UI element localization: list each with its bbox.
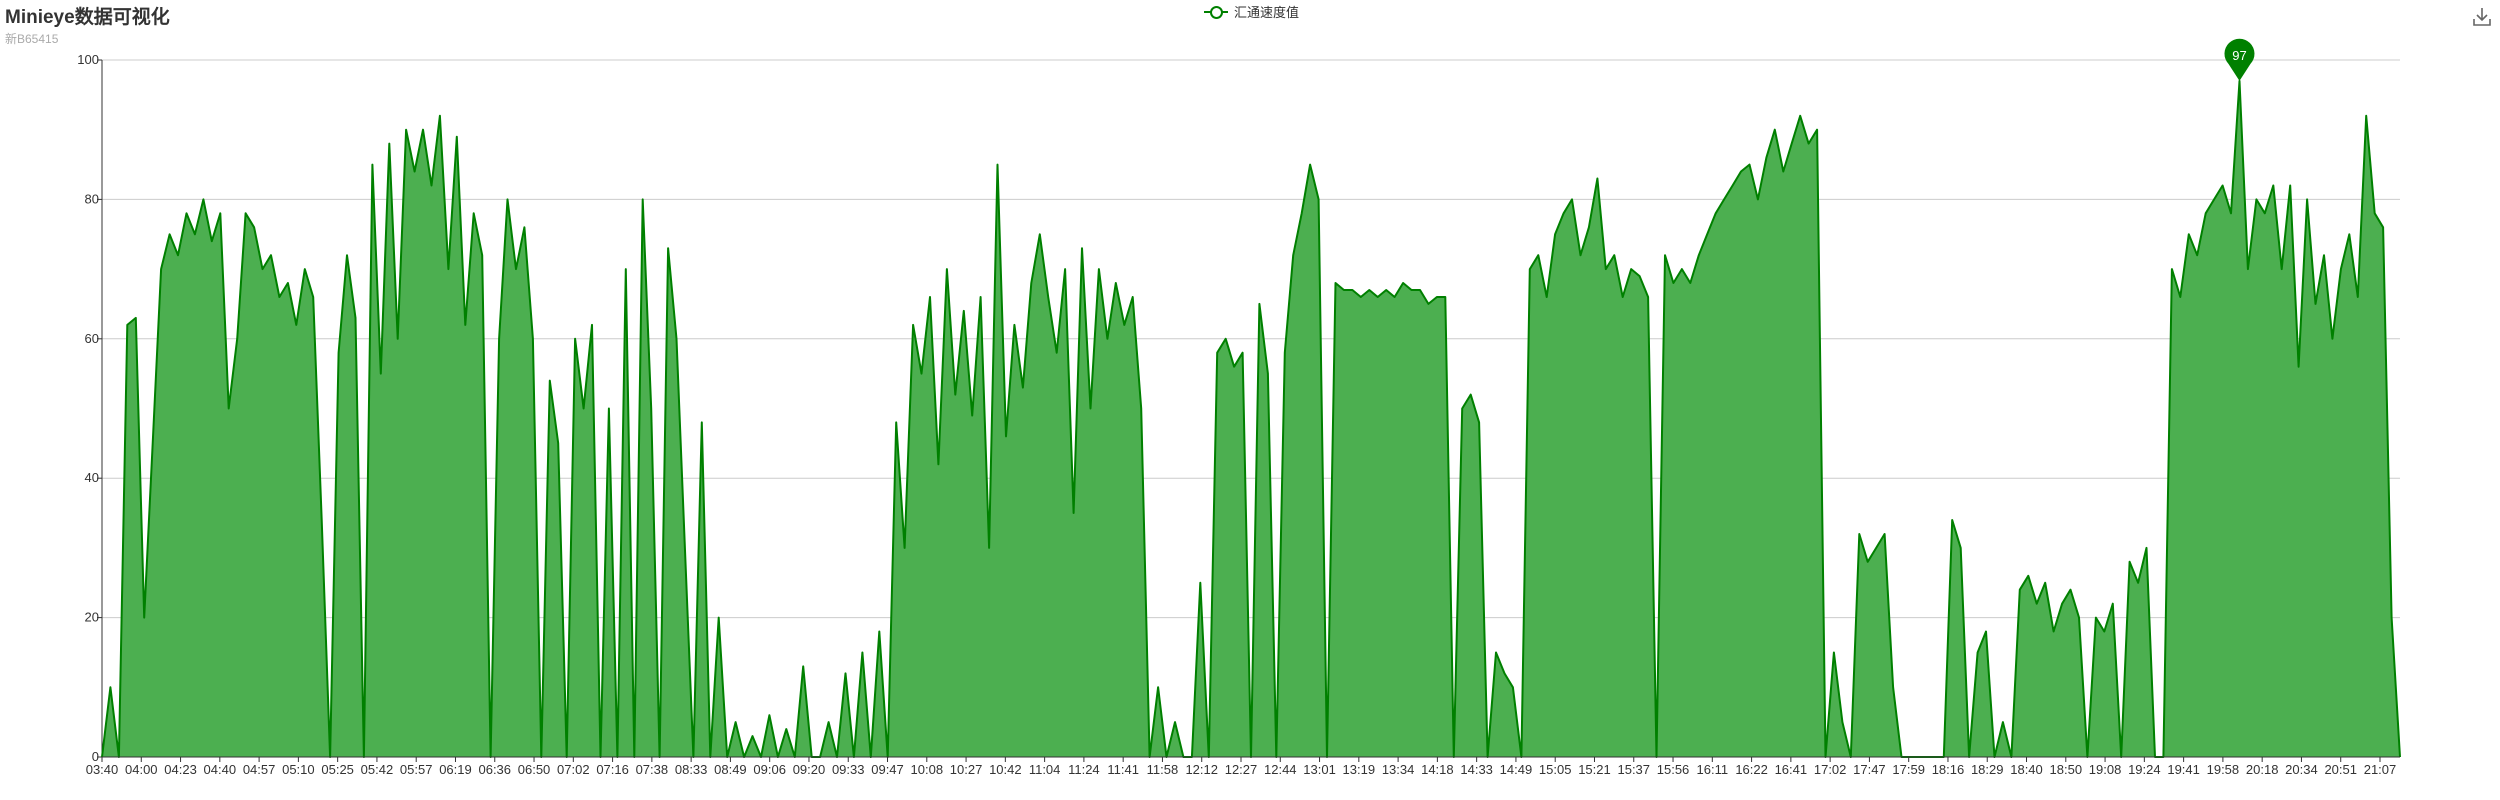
x-tick-label: 11:04	[1029, 762, 1061, 777]
y-tick-label: 40	[85, 470, 99, 485]
legend-line-circle-icon	[1204, 5, 1228, 19]
x-tick-label: 19:08	[2089, 762, 2122, 777]
x-tick-label: 18:50	[2050, 762, 2083, 777]
x-tick-label: 13:34	[1382, 762, 1415, 777]
x-tick-label: 07:02	[557, 762, 590, 777]
x-tick-label: 03:40	[86, 762, 119, 777]
x-tick-label: 12:12	[1185, 762, 1218, 777]
x-tick-label: 15:56	[1657, 762, 1690, 777]
max-marker-label: 97	[2232, 48, 2246, 63]
y-tick-label: 20	[85, 610, 99, 625]
x-tick-label: 16:22	[1735, 762, 1768, 777]
x-tick-label: 17:59	[1892, 762, 1925, 777]
x-tick-label: 11:24	[1068, 762, 1100, 777]
y-axis: 0 20 40 60 80 100	[77, 52, 103, 764]
x-tick-label: 15:05	[1539, 762, 1572, 777]
x-tick-label: 09:06	[753, 762, 786, 777]
x-tick-label: 06:50	[518, 762, 551, 777]
x-tick-label: 12:44	[1264, 762, 1297, 777]
x-tick-label: 20:51	[2324, 762, 2357, 777]
x-tick-label: 05:57	[400, 762, 433, 777]
y-tick-label: 100	[77, 52, 99, 67]
download-icon[interactable]	[2472, 6, 2492, 28]
x-tick-label: 07:38	[636, 762, 669, 777]
x-tick-label: 11:41	[1107, 762, 1139, 777]
x-tick-label: 18:16	[1932, 762, 1965, 777]
x-tick-label: 21:07	[2364, 762, 2397, 777]
x-tick-label: 13:19	[1343, 762, 1376, 777]
x-tick-label: 14:18	[1421, 762, 1454, 777]
x-tick-label: 12:27	[1225, 762, 1258, 777]
x-tick-label: 15:37	[1617, 762, 1650, 777]
x-tick-label: 10:42	[989, 762, 1022, 777]
max-marker-shape	[2224, 38, 2255, 81]
max-marker-pin[interactable]: 97	[2224, 38, 2255, 81]
x-tick-label: 04:23	[164, 762, 197, 777]
x-tick-label: 05:42	[361, 762, 394, 777]
x-tick-label: 15:21	[1578, 762, 1611, 777]
x-tick-label: 04:57	[243, 762, 276, 777]
x-tick-label: 16:41	[1775, 762, 1808, 777]
x-tick-label: 06:36	[478, 762, 511, 777]
max-marker-layer: 97	[2224, 38, 2255, 81]
x-tick-label: 19:41	[2167, 762, 2200, 777]
series-area	[102, 80, 2400, 757]
x-tick-label: 07:16	[596, 762, 629, 777]
x-tick-label: 10:27	[950, 762, 983, 777]
x-tick-label: 11:58	[1147, 762, 1179, 777]
x-axis: 03:40 04:00 04:23 04:40 04:57 05:10 05:25 05:42…	[86, 756, 2400, 777]
y-tick-label: 0	[92, 749, 99, 764]
x-tick-label: 18:40	[2010, 762, 2043, 777]
x-tick-label: 05:25	[321, 762, 354, 777]
x-tick-label: 17:02	[1814, 762, 1847, 777]
x-tick-label: 13:01	[1303, 762, 1336, 777]
x-tick-label: 17:47	[1853, 762, 1886, 777]
x-tick-label: 16:11	[1697, 762, 1729, 777]
x-tick-label: 18:29	[1971, 762, 2004, 777]
chart-title: Minieye数据可视化	[5, 7, 170, 28]
x-tick-label: 14:33	[1460, 762, 1493, 777]
x-tick-label: 08:33	[675, 762, 708, 777]
x-tick-label: 04:40	[204, 762, 237, 777]
x-tick-label: 08:49	[714, 762, 747, 777]
x-tick-label: 05:10	[282, 762, 315, 777]
x-tick-label: 20:34	[2285, 762, 2318, 777]
chart-subtitle: 新B65415	[5, 32, 59, 46]
x-tick-label: 10:08	[911, 762, 944, 777]
x-tick-label: 06:19	[439, 762, 472, 777]
x-tick-label: 09:47	[871, 762, 904, 777]
x-tick-label: 19:58	[2207, 762, 2240, 777]
x-tick-label: 19:24	[2128, 762, 2161, 777]
x-tick-label: 09:33	[832, 762, 865, 777]
x-tick-label: 14:49	[1500, 762, 1533, 777]
legend-item-speed[interactable]: 汇通速度值	[1204, 2, 1299, 21]
x-tick-label: 09:20	[793, 762, 826, 777]
legend-label: 汇通速度值	[1234, 5, 1300, 20]
x-tick-label: 20:18	[2246, 762, 2279, 777]
x-tick-label: 04:00	[125, 762, 158, 777]
y-tick-label: 80	[85, 191, 99, 206]
series-area-layer	[101, 79, 2401, 758]
y-tick-label: 60	[85, 331, 99, 346]
